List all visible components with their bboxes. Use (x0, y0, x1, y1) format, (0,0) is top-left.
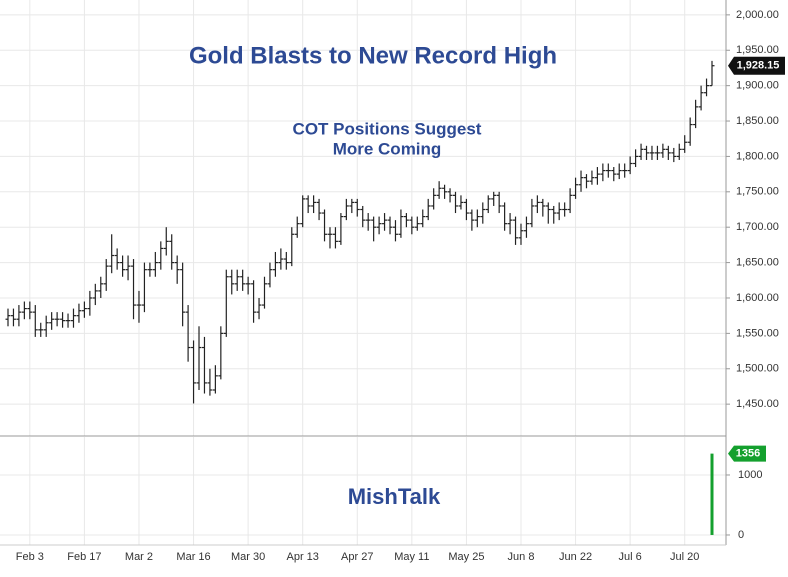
x-tick-label: Jun 8 (508, 551, 535, 563)
y-tick-label: 1,900.00 (736, 80, 779, 92)
x-tick-label: Feb 17 (67, 551, 101, 563)
price-tag-label: 1,928.15 (737, 60, 780, 72)
volume-tag (728, 445, 766, 462)
x-tick-label: Jun 22 (559, 551, 592, 563)
x-tick-label: Feb 3 (16, 551, 44, 563)
x-tick-label: Mar 30 (231, 551, 265, 563)
chart-title: Gold Blasts to New Record High (189, 42, 557, 69)
x-tick-label: Jul 6 (619, 551, 642, 563)
y-tick-label: 1000 (738, 469, 762, 481)
x-tick-label: Mar 16 (176, 551, 210, 563)
chart-subtitle: More Coming (333, 139, 442, 158)
x-tick-label: Apr 13 (286, 551, 318, 563)
x-tick-label: Jul 20 (670, 551, 699, 563)
y-tick-label: 0 (738, 529, 744, 541)
y-tick-label: 1,450.00 (736, 398, 779, 410)
volume-tag-label: 1356 (736, 448, 760, 460)
y-tick-label: 1,950.00 (736, 44, 779, 56)
x-tick-label: Mar 2 (125, 551, 153, 563)
y-tick-label: 1,750.00 (736, 186, 779, 198)
y-tick-label: 1,500.00 (736, 363, 779, 375)
y-tick-label: 1,650.00 (736, 256, 779, 268)
y-tick-label: 2,000.00 (736, 9, 779, 21)
y-tick-label: 1,600.00 (736, 292, 779, 304)
price-tag (728, 56, 785, 75)
chart-subtitle: COT Positions Suggest (293, 119, 482, 138)
x-tick-label: May 11 (394, 551, 429, 563)
y-tick-label: 1,550.00 (736, 327, 779, 339)
annotation: MishTalk (348, 484, 441, 509)
volume-bar (710, 453, 714, 535)
y-tick-label: 1,850.00 (736, 115, 779, 127)
y-tick-label: 1,800.00 (736, 150, 779, 162)
x-tick-label: May 25 (448, 551, 484, 563)
x-tick-label: Apr 27 (341, 551, 373, 563)
y-tick-label: 1,700.00 (736, 221, 779, 233)
